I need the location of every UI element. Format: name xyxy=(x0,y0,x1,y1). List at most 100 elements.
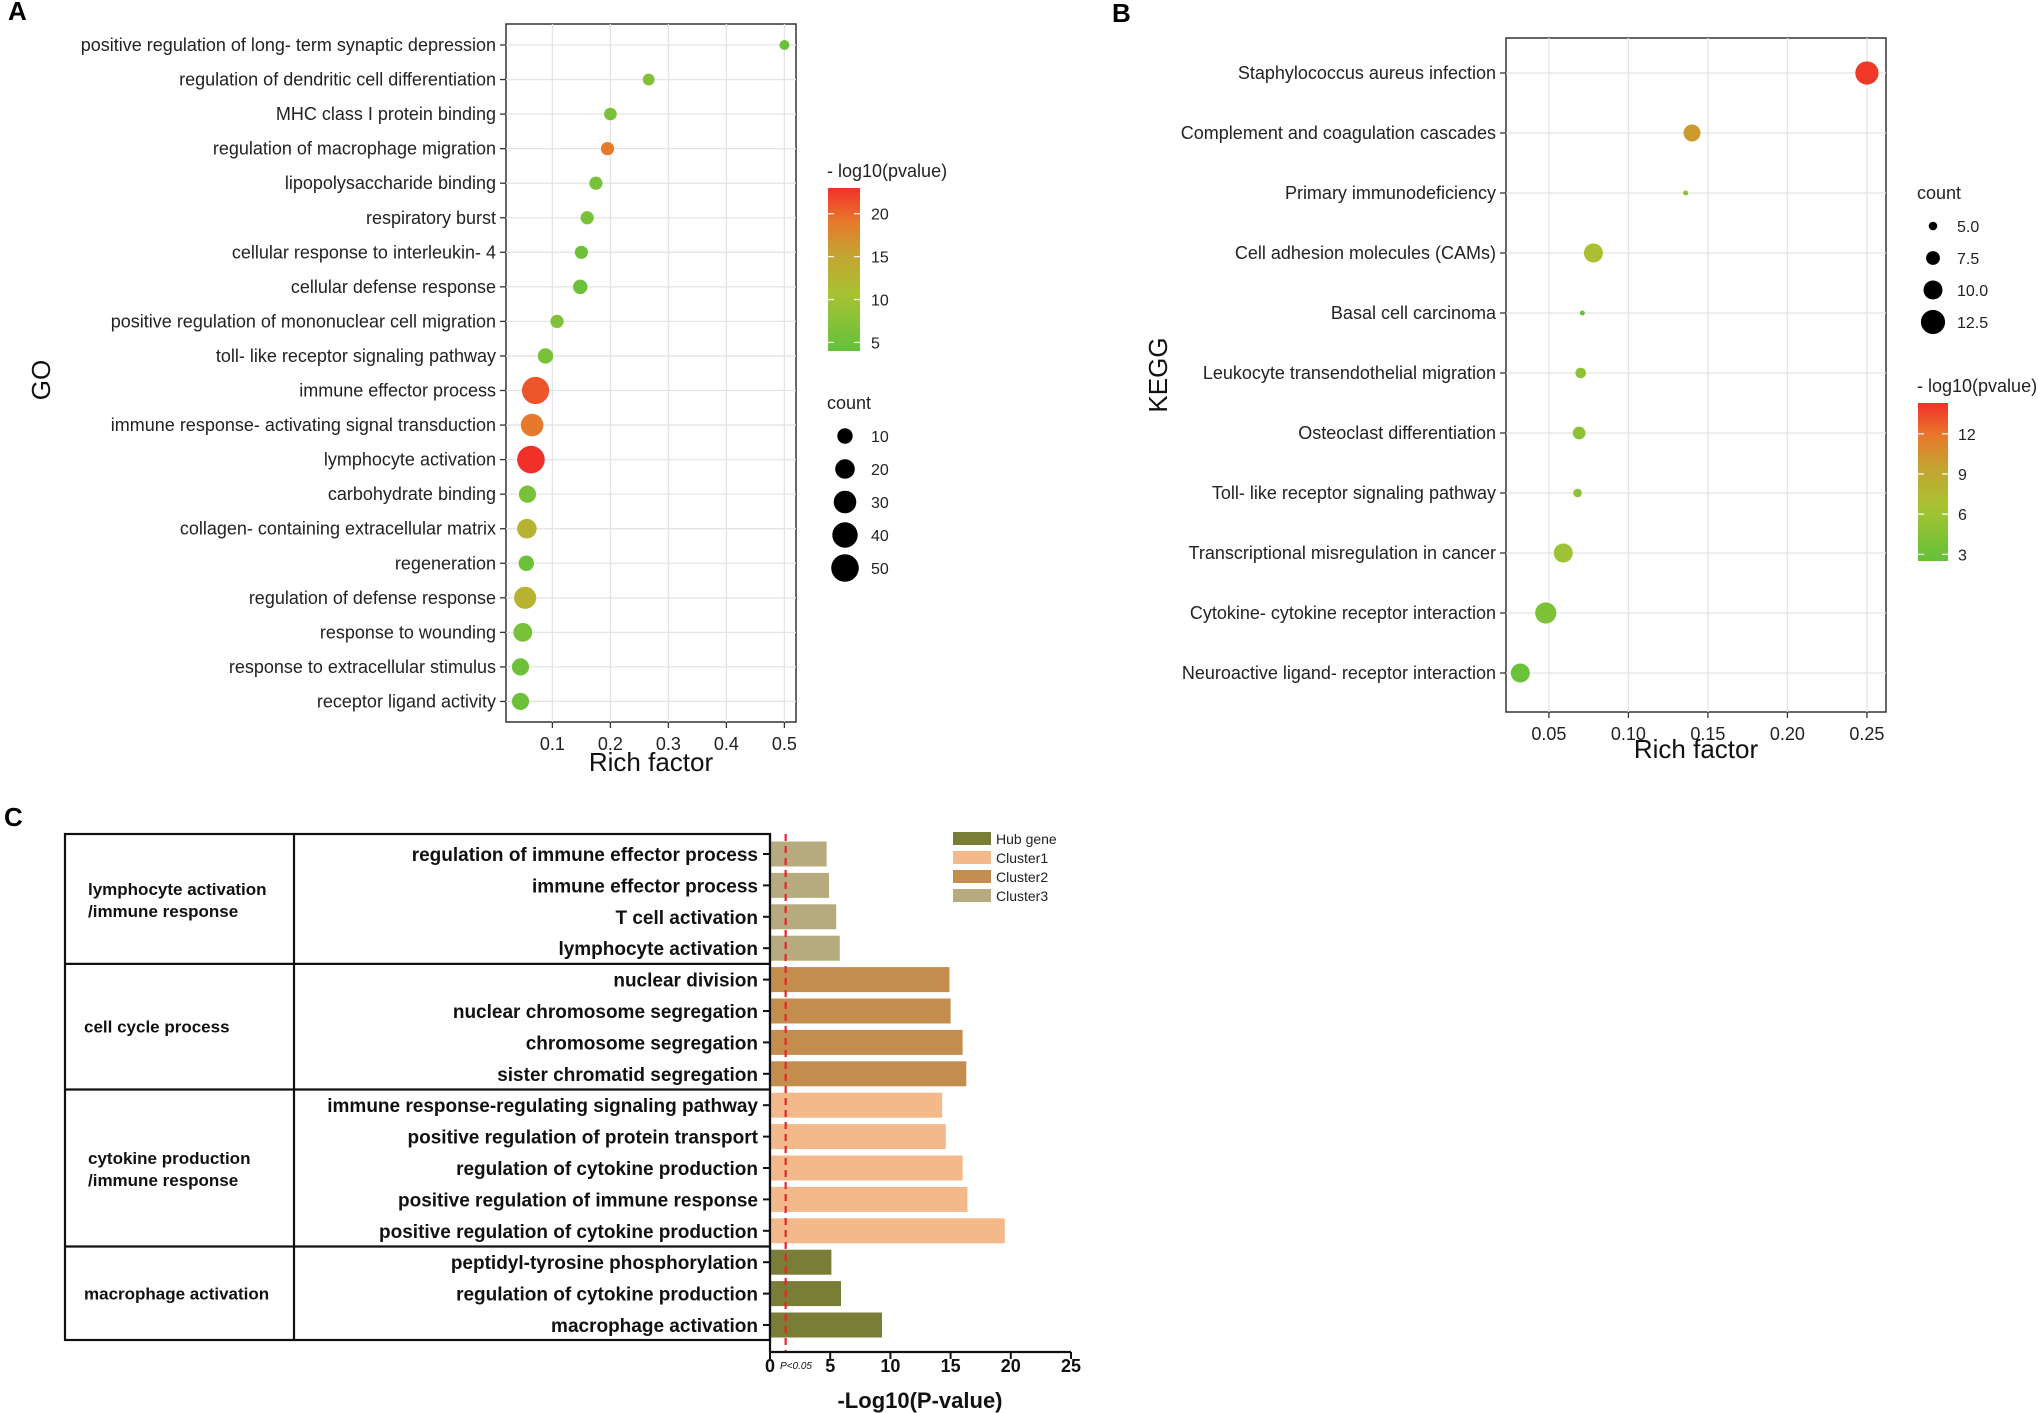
go-dots xyxy=(511,40,790,711)
bar-term-label: lymphocyte activation xyxy=(558,939,758,960)
threshold-label: P<0.05 xyxy=(780,1361,812,1372)
kegg-x-axis-title: Rich factor xyxy=(1634,734,1759,764)
bar xyxy=(770,998,951,1024)
category-table: lymphocyte activation/immune response cel… xyxy=(63,832,772,1342)
kegg-plot-frame xyxy=(1505,37,1887,713)
bar xyxy=(770,1186,968,1212)
kegg-dot xyxy=(1855,61,1879,85)
go-size-legend-dot xyxy=(832,522,858,548)
go-dot xyxy=(517,518,537,539)
go-dot-plot: positive regulation of long- term synapt… xyxy=(26,23,947,777)
kegg-term-label: Cytokine- cytokine receptor interaction xyxy=(1190,603,1496,623)
go-term-label: respiratory burst xyxy=(366,208,496,228)
category-group-label: /immune response xyxy=(88,1171,238,1190)
bar xyxy=(770,1092,943,1118)
go-size-legend: count 10 20 30 40 50 xyxy=(827,393,889,582)
enrichment-bar-chart: lymphocyte activation/immune response cel… xyxy=(63,831,1081,1413)
go-term-label: lipopolysaccharide binding xyxy=(285,173,496,193)
go-dot xyxy=(520,413,544,437)
go-term-label: collagen- containing extracellular matri… xyxy=(180,519,496,539)
kegg-size-legend: count 5.0 7.5 10.0 12.5 xyxy=(1917,183,1988,335)
kegg-dot xyxy=(1583,243,1603,263)
bar-x-tick-label: 15 xyxy=(941,1356,961,1376)
go-dot xyxy=(574,245,589,259)
go-size-legend-label: 20 xyxy=(871,462,889,479)
bar-x-tick-label: 5 xyxy=(825,1356,835,1376)
kegg-size-legend-dot xyxy=(1920,309,1946,335)
go-dot xyxy=(550,314,564,328)
kegg-size-legend-dot xyxy=(1928,221,1938,231)
kegg-color-bar xyxy=(1918,403,1948,561)
go-size-legend-title: count xyxy=(827,393,871,413)
kegg-color-legend-label: 3 xyxy=(1958,547,1967,564)
go-size-legend-label: 10 xyxy=(871,429,889,446)
bar-legend-label: Hub gene xyxy=(996,831,1057,847)
go-term-label: cellular response to interleukin- 4 xyxy=(232,242,496,262)
go-term-label: carbohydrate binding xyxy=(328,484,496,504)
kegg-dot xyxy=(1572,426,1586,440)
category-group-label: macrophage activation xyxy=(84,1284,269,1303)
bar xyxy=(770,1061,967,1087)
bar-term-label: chromosome segregation xyxy=(526,1033,758,1054)
kegg-term-label: Primary immunodeficiency xyxy=(1285,183,1496,203)
bar-x-tick-label: 10 xyxy=(880,1356,900,1376)
kegg-dot xyxy=(1553,543,1573,563)
go-x-ticks: 0.1 0.2 0.3 0.4 0.5 xyxy=(540,722,797,754)
bar-term-label: nuclear chromosome segregation xyxy=(453,1002,758,1023)
go-term-label: positive regulation of mononuclear cell … xyxy=(111,311,496,331)
bar-term-label: positive regulation of protein transport xyxy=(408,1128,759,1149)
kegg-dot xyxy=(1510,663,1530,683)
go-dot xyxy=(537,348,554,364)
kegg-size-legend-dot xyxy=(1923,280,1943,300)
bar-legend-swatch xyxy=(953,870,991,883)
go-dot xyxy=(521,376,550,405)
kegg-dot xyxy=(1683,190,1689,196)
bar-x-tick-label: 0 xyxy=(765,1356,775,1376)
kegg-x-tick-label: 0.20 xyxy=(1770,724,1805,744)
bar-x-tick-label: 25 xyxy=(1061,1356,1081,1376)
bar xyxy=(770,1124,946,1150)
kegg-gridlines xyxy=(1506,38,1886,712)
go-color-legend-label: 10 xyxy=(871,293,889,310)
go-x-tick-label: 0.5 xyxy=(772,734,797,754)
kegg-color-legend-label: 6 xyxy=(1958,507,1967,524)
go-y-axis-title: GO xyxy=(26,360,56,400)
bar xyxy=(770,1312,882,1338)
go-term-label: regulation of defense response xyxy=(249,588,496,608)
bar xyxy=(770,1155,963,1181)
kegg-size-legend-title: count xyxy=(1917,183,1961,203)
bar-term-label: sister chromatid segregation xyxy=(497,1065,758,1086)
go-color-legend-label: 20 xyxy=(871,207,889,224)
go-dot xyxy=(517,445,545,474)
kegg-term-labels: Staphylococcus aureus infection Complemen… xyxy=(1181,63,1506,683)
kegg-dot xyxy=(1575,367,1587,379)
bar-term-labels: regulation of immune effector process imm… xyxy=(327,845,770,1337)
bar xyxy=(770,935,840,961)
go-size-legend-dot xyxy=(831,554,859,582)
go-dot xyxy=(511,692,530,711)
go-term-label: toll- like receptor signaling pathway xyxy=(216,346,496,366)
kegg-size-legend-dot xyxy=(1926,251,1940,265)
go-color-legend: - log10(pvalue) 20 15 10 5 xyxy=(827,161,947,352)
kegg-x-tick-label: 0.25 xyxy=(1849,724,1884,744)
go-dot xyxy=(600,142,615,156)
bar-legend-label: Cluster2 xyxy=(996,869,1048,885)
kegg-size-legend-label: 12.5 xyxy=(1957,315,1988,332)
go-term-label: regulation of dendritic cell differentia… xyxy=(179,70,496,90)
kegg-term-label: Transcriptional misregulation in cancer xyxy=(1189,543,1496,563)
go-x-tick-label: 0.1 xyxy=(540,734,565,754)
panel-letter-c: C xyxy=(4,802,23,832)
bar-term-label: positive regulation of cytokine producti… xyxy=(379,1222,758,1243)
kegg-color-legend-label: 12 xyxy=(1958,427,1976,444)
bar-term-label: T cell activation xyxy=(615,908,758,929)
go-size-legend-label: 40 xyxy=(871,528,889,545)
kegg-dot xyxy=(1579,310,1585,316)
kegg-x-ticks: 0.05 0.10 0.15 0.20 0.25 xyxy=(1531,712,1884,744)
kegg-dot xyxy=(1573,488,1582,498)
go-size-legend-dot xyxy=(837,428,853,444)
go-term-label: regulation of macrophage migration xyxy=(213,139,496,159)
kegg-dot-plot: Staphylococcus aureus infection Complemen… xyxy=(1143,37,2037,764)
go-color-legend-label: 5 xyxy=(871,335,880,352)
kegg-x-tick-label: 0.10 xyxy=(1611,724,1646,744)
